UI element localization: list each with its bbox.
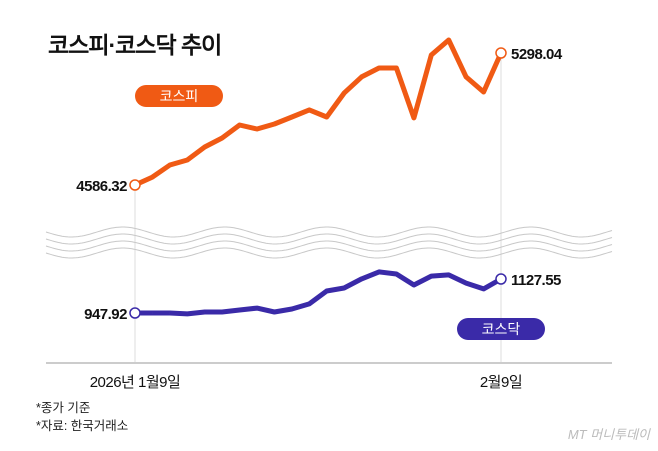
data-point xyxy=(495,273,507,285)
axis-break-wave xyxy=(45,233,613,245)
legend-label: 코스닥 xyxy=(482,321,521,337)
note-source: *자료: 한국거래소 xyxy=(36,419,129,433)
start-value-label: 4586.32 xyxy=(76,178,127,195)
axis-break-wave xyxy=(45,240,613,252)
publisher-logo: MT 머니투데이 xyxy=(567,427,650,442)
series-line-kospi xyxy=(132,37,504,188)
data-point xyxy=(129,179,141,191)
data-point xyxy=(495,47,507,59)
end-value-label: 1127.55 xyxy=(511,272,561,289)
start-value-label: 947.92 xyxy=(84,306,127,323)
axis-break-wave xyxy=(45,247,613,259)
legend-pill xyxy=(135,85,223,107)
note-closing-basis: *종가 기준 xyxy=(36,401,91,415)
x-tick-label: 2월9일 xyxy=(480,374,522,391)
x-tick-label: 2026년 1월9일 xyxy=(90,374,181,391)
end-value-label: 5298.04 xyxy=(511,46,563,63)
data-point xyxy=(129,307,141,319)
series-line-kosdaq xyxy=(132,269,504,317)
legend-pill xyxy=(457,318,545,340)
axis-break-wave xyxy=(45,226,613,238)
legend-label: 코스피 xyxy=(160,88,199,104)
chart-title: 코스피·코스닥 추이 xyxy=(48,32,222,58)
